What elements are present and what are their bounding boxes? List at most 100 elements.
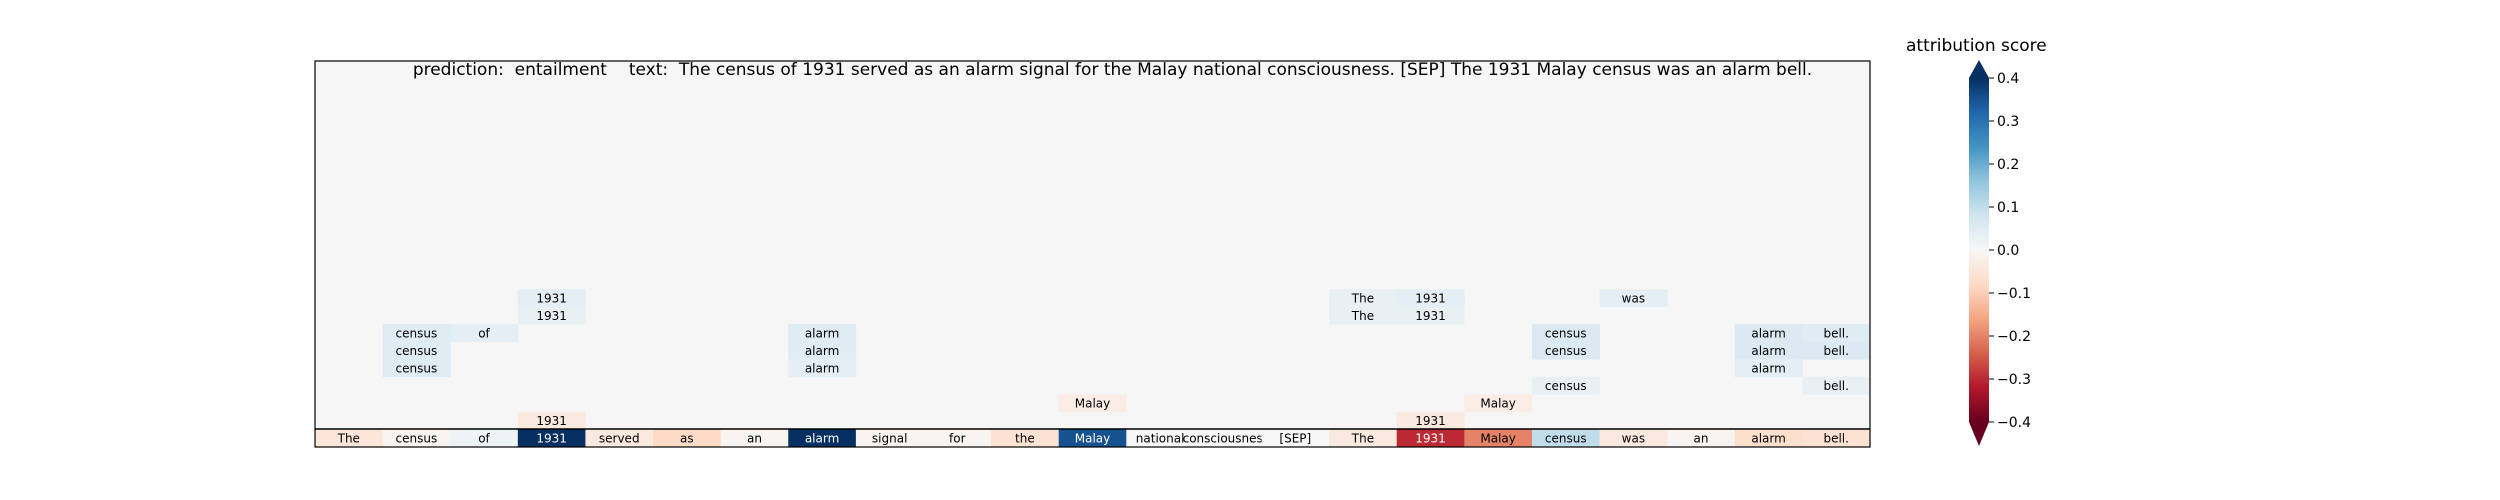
- attention-token-cell: [1599, 289, 1668, 307]
- input-token-cell: [1531, 429, 1600, 448]
- attention-token-label: bell.: [1823, 344, 1848, 358]
- attention-token-label: 1931: [1415, 291, 1446, 305]
- input-token-label: signal: [872, 432, 908, 446]
- input-token-label: was: [1622, 432, 1645, 446]
- text-label: text:: [628, 60, 669, 80]
- attention-token-cell: [788, 324, 857, 343]
- attention-token-label: bell.: [1823, 326, 1848, 340]
- input-token-label: alarm: [805, 432, 839, 446]
- input-token-label: as: [680, 432, 694, 446]
- colorbar-tick-label: −0.3: [1997, 372, 2031, 388]
- attention-token-label: alarm: [1751, 344, 1785, 358]
- input-token-cell: [1261, 429, 1330, 448]
- attention-token-cell: [1531, 376, 1600, 395]
- colorbar-extend-bottom: [1969, 422, 1989, 446]
- attention-token-label: census: [396, 362, 438, 376]
- input-token-label: an: [747, 432, 762, 446]
- attention-token-cell: [382, 341, 451, 360]
- input-token-label: for: [949, 432, 966, 446]
- input-token-cell: [1058, 429, 1127, 448]
- input-token-cell: [991, 429, 1059, 448]
- attention-token-label: 1931: [1415, 414, 1446, 428]
- input-token-cell: [315, 429, 383, 448]
- attention-token-label: census: [396, 326, 438, 340]
- attention-token-cell: [1329, 289, 1398, 307]
- attention-token-label: Malay: [1075, 397, 1111, 411]
- attention-token-label: census: [396, 344, 438, 358]
- attention-token-cell: [1058, 394, 1127, 413]
- attention-token-label: 1931: [536, 291, 567, 305]
- input-token-label: national: [1136, 432, 1185, 446]
- input-token-cell: [1193, 429, 1262, 448]
- input-token-cell: [382, 429, 451, 448]
- colorbar: 0.4 0.3 0.2 0.1 0.0 −0.1 −0.2 −0.3 −0.4: [1969, 60, 2031, 446]
- prediction-value: entailment: [514, 60, 607, 80]
- attention-token-label: of: [478, 326, 490, 340]
- attention-token-cell: [1734, 341, 1803, 360]
- colorbar-title: attribution score: [1906, 36, 2047, 56]
- attention-token-label: alarm: [805, 344, 839, 358]
- attention-token-cell: [1464, 394, 1533, 413]
- attention-token-label: 1931: [536, 414, 567, 428]
- attention-token-cell: [1802, 376, 1871, 395]
- attention-token-cell: [1396, 411, 1465, 430]
- input-token-label: bell.: [1823, 432, 1848, 446]
- attention-token-label: alarm: [1751, 326, 1785, 340]
- attention-token-cell: [517, 289, 586, 307]
- input-token-cell: [1126, 429, 1195, 448]
- colorbar-tick-label: 0.0: [1997, 243, 2019, 259]
- input-token-cell: [1667, 429, 1736, 448]
- attention-token-cell: [517, 411, 586, 430]
- colorbar-tick-label: −0.1: [1997, 286, 2031, 302]
- attention-token-label: census: [1545, 344, 1587, 358]
- input-token-label: The: [337, 432, 360, 446]
- attention-token-cell: [382, 359, 451, 378]
- input-token-cell: [1464, 429, 1533, 448]
- colorbar-tick-label: 0.4: [1997, 71, 2019, 87]
- colorbar-tick-label: 0.1: [1997, 200, 2019, 216]
- input-token-cell: [1734, 429, 1803, 448]
- input-token-cell: [1396, 429, 1465, 448]
- attention-token-label: census: [1545, 326, 1587, 340]
- input-token-label: The: [1351, 432, 1374, 446]
- input-token-cell: [517, 429, 586, 448]
- input-token-label: census: [396, 432, 438, 446]
- attention-token-label: census: [1545, 379, 1587, 393]
- attention-token-label: alarm: [1751, 362, 1785, 376]
- attention-token-label: bell.: [1823, 379, 1848, 393]
- attention-token-label: alarm: [805, 326, 839, 340]
- text-value: The census of 1931 served as an alarm si…: [678, 60, 1813, 80]
- attention-token-label: was: [1622, 291, 1645, 305]
- input-token-label: of: [478, 432, 490, 446]
- input-token-cell: [1329, 429, 1398, 448]
- attention-token-label: Malay: [1480, 397, 1516, 411]
- attention-token-cell: [1329, 306, 1398, 325]
- input-token-label: consciousness.: [1183, 432, 1273, 446]
- prediction-header: prediction: entailment: [402, 34, 607, 80]
- input-token-label: Malay: [1480, 432, 1516, 446]
- heatmap-background: [315, 61, 1870, 447]
- colorbar-gradient: [1969, 78, 1989, 422]
- input-token-cell: [450, 429, 519, 448]
- input-token-cell: [1802, 429, 1871, 448]
- text-header: text: The census of 1931 served as an al…: [618, 34, 1812, 80]
- colorbar-extend-top: [1969, 60, 1989, 78]
- attention-token-cell: [1802, 341, 1871, 360]
- input-token-label: [SEP]: [1279, 432, 1311, 446]
- input-token-label: alarm: [1751, 432, 1785, 446]
- attention-token-label: 1931: [536, 309, 567, 323]
- input-token-label: served: [599, 432, 640, 446]
- input-token-label: 1931: [536, 432, 567, 446]
- input-token-label: Malay: [1075, 432, 1111, 446]
- attention-token-cell: [1734, 359, 1803, 378]
- heatmap-frame: [314, 60, 1871, 448]
- input-token-cell: [653, 429, 721, 448]
- attention-token-cell: [1734, 324, 1803, 343]
- input-token-cell: [855, 429, 924, 448]
- input-token-cell: [585, 429, 654, 448]
- input-token-cell: [923, 429, 992, 448]
- colorbar-tick-label: −0.2: [1997, 329, 2031, 345]
- attention-token-cell: [1396, 289, 1465, 307]
- attention-token-cell: [1531, 341, 1600, 360]
